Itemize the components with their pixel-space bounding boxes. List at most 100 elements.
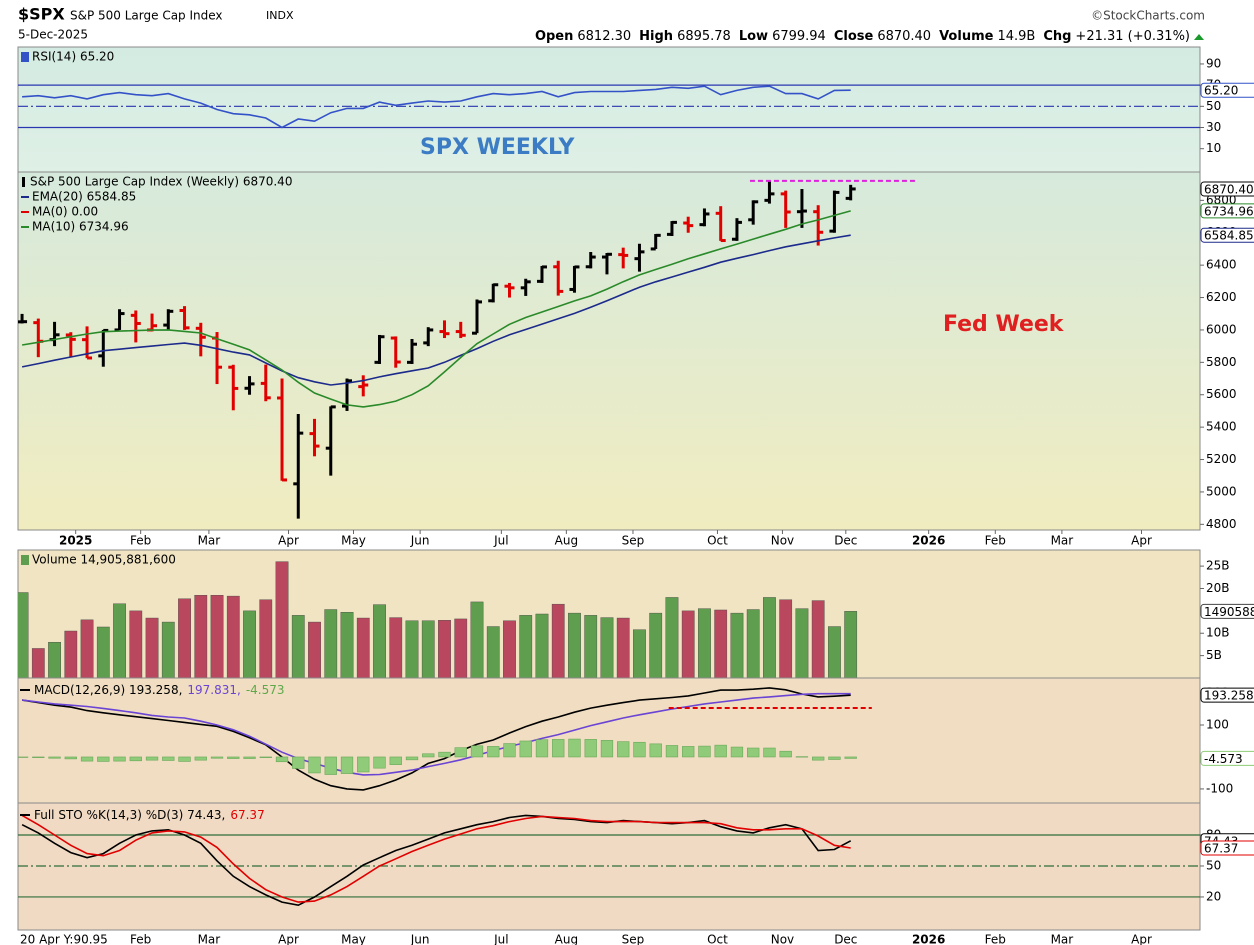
- last-value-label: 193.258: [1204, 689, 1254, 703]
- quote-label: High: [639, 29, 673, 44]
- volume-bar: [730, 612, 744, 678]
- quote-label: Open: [535, 29, 573, 44]
- x-tick-label: Feb: [130, 534, 151, 548]
- volume-bar: [486, 626, 500, 678]
- last-value-box: [1200, 840, 1254, 856]
- x-tick-label: Dec: [834, 534, 857, 548]
- histogram-bar: [194, 756, 207, 761]
- histogram-bar: [227, 756, 240, 759]
- quote-label: Low: [739, 29, 768, 44]
- histogram-bar: [519, 740, 532, 758]
- last-value-box: [1200, 227, 1254, 243]
- volume-bar: [568, 612, 581, 678]
- volume-bar: [291, 615, 305, 678]
- volume-bar: [31, 648, 45, 678]
- x-tick-label: Apr: [278, 933, 299, 945]
- panel-background: [17, 46, 1201, 173]
- volume-bar: [551, 603, 565, 678]
- histogram-bar: [210, 756, 224, 759]
- y-tick-label: 4800: [1206, 517, 1237, 531]
- panel-layer: [18, 814, 1200, 907]
- histogram-bar: [340, 756, 354, 774]
- volume-bar: [340, 612, 354, 678]
- x-tick-label: Dec: [834, 933, 857, 945]
- volume-bar: [503, 620, 516, 678]
- y-tick-label: 5400: [1206, 420, 1237, 434]
- histogram-bar: [600, 740, 614, 758]
- quote-value: 6812.30: [577, 29, 631, 44]
- volume-bar: [161, 621, 175, 678]
- y-tick-label: 25B: [1206, 559, 1230, 573]
- histogram-bar: [487, 746, 500, 758]
- volume-bar: [535, 613, 549, 678]
- quote-value: 6870.40: [877, 29, 931, 44]
- y-tick-label: 6000: [1206, 322, 1237, 336]
- volume-bar: [356, 617, 370, 678]
- x-tick-label: Oct: [707, 933, 728, 945]
- annotation: Fed Week: [943, 312, 1065, 337]
- y-tick-label: 100: [1206, 717, 1229, 731]
- histogram-bar: [292, 756, 305, 769]
- volume-bar: [584, 615, 598, 678]
- histogram-bar: [812, 756, 825, 761]
- histogram-bar: [747, 747, 760, 758]
- up-arrow: [1194, 34, 1204, 40]
- legend-title: S&P 500 Large Cap Index (Weekly) 6870.40: [30, 175, 292, 189]
- x-tick-label: Sep: [622, 534, 645, 548]
- annotation: SPX WEEKLY: [420, 135, 576, 160]
- source: ©StockCharts.com: [1091, 9, 1205, 23]
- quote-value: 6799.94: [772, 29, 826, 44]
- last-value-box: [1200, 82, 1254, 98]
- legend-entry: 67.37: [230, 808, 264, 822]
- last-value-label: 6584.85: [1204, 229, 1254, 243]
- x-tick-label: Apr: [278, 534, 299, 548]
- volume-bar: [48, 641, 61, 678]
- histogram-bar: [18, 756, 29, 758]
- date: 5-Dec-2025: [18, 28, 88, 42]
- x-tick-label: Jun: [410, 534, 430, 548]
- histogram-bar: [243, 756, 256, 759]
- histogram-bar: [308, 756, 321, 774]
- volume-bar: [795, 608, 809, 678]
- quote-value: +21.31 (+0.31%): [1075, 29, 1190, 44]
- legend-icon: [21, 52, 29, 62]
- histogram-bar: [389, 756, 402, 765]
- x-tick-label: 2026: [912, 933, 945, 945]
- volume-bar: [210, 595, 224, 678]
- volume-bar: [275, 561, 289, 678]
- volume-bar: [454, 618, 468, 678]
- y-tick-label: 20B: [1206, 581, 1230, 595]
- histogram-bar: [80, 756, 94, 762]
- panel-layer: [18, 561, 858, 678]
- legend-entry: -4.573: [246, 683, 285, 697]
- volume-bar: [714, 609, 728, 678]
- last-value-box: [1200, 181, 1254, 197]
- volume-bar: [421, 620, 435, 678]
- histogram-bar: [584, 739, 597, 758]
- volume-bar: [633, 629, 646, 678]
- legend-entry: 197.831,: [187, 683, 240, 697]
- y-tick-label: 6200: [1206, 290, 1237, 304]
- volume-bar: [178, 598, 191, 678]
- histogram-bar: [698, 745, 711, 758]
- quote-label: Volume: [939, 29, 994, 44]
- quote-value: 6895.78: [677, 29, 731, 44]
- x-tick-label: Oct: [707, 534, 728, 548]
- histogram-bar: [178, 756, 191, 762]
- histogram-bar: [48, 756, 61, 759]
- index-name: S&P 500 Large Cap Index: [70, 9, 223, 23]
- last-value-label: 6870.40: [1204, 182, 1254, 196]
- x-tick-label: Mar: [1051, 534, 1074, 548]
- volume-bar: [779, 599, 793, 678]
- x-tick-label: Apr: [1131, 534, 1152, 548]
- quote-label: Close: [834, 29, 874, 44]
- x-tick-label: 2025: [59, 534, 92, 548]
- histogram-bar: [32, 756, 45, 758]
- y-tick-label: -100: [1206, 781, 1233, 795]
- histogram-bar: [454, 747, 467, 758]
- x-tick-label: Jul: [493, 933, 508, 945]
- y-tick-label: 30: [1206, 120, 1221, 134]
- histogram-bar: [438, 751, 451, 758]
